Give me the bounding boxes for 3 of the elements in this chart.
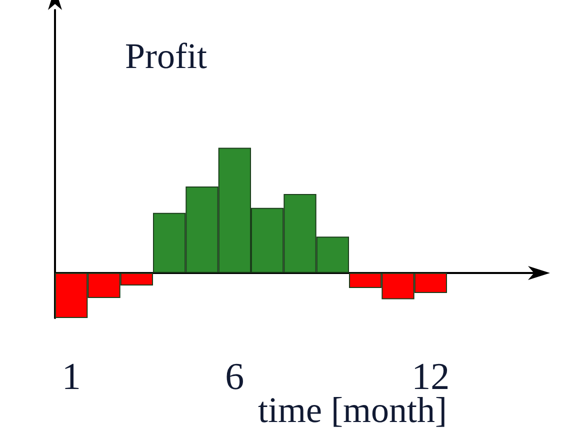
x-tick-label: 1 xyxy=(62,356,81,398)
x-tick-label: 6 xyxy=(225,356,244,398)
y-axis-title: Profit xyxy=(125,36,208,76)
